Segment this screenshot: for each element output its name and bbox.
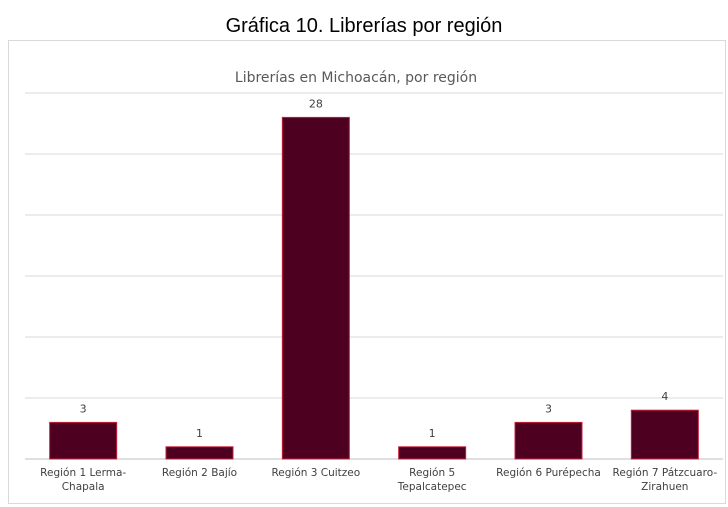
data-label: 3 <box>80 402 87 415</box>
chart-title: Librerías en Michoacán, por región <box>235 70 477 86</box>
page-title: Gráfica 10. Librerías por región <box>225 15 503 37</box>
data-label: 1 <box>429 427 436 440</box>
category-label-line: Región 5 <box>409 467 455 479</box>
chart-area: Librerías en Michoacán, por región 3 1 28 1… <box>8 40 726 504</box>
category-label-line: Región 7 Pátzcuaro- <box>613 467 718 479</box>
category-label-line: Región 2 Bajío <box>162 467 237 479</box>
category-label-line: Región 3 Cuitzeo <box>271 467 360 479</box>
bars <box>49 116 699 460</box>
category-label: Región 6 Purépecha <box>496 467 601 479</box>
bar <box>49 421 118 460</box>
category-label-line: Zirahuen <box>641 481 688 493</box>
category-label: Región 1 Lerma- Chapala <box>40 467 126 493</box>
data-label: 4 <box>661 390 668 403</box>
category-label-line: Región 1 Lerma- <box>40 467 126 479</box>
category-label: Región 3 Cuitzeo <box>271 467 360 479</box>
category-label: Región 7 Pátzcuaro- Zirahuen <box>613 467 718 493</box>
bar <box>630 409 699 460</box>
data-label: 1 <box>196 427 203 440</box>
category-label-line: Región 6 Purépecha <box>496 467 601 479</box>
gridlines <box>25 92 723 460</box>
bar <box>514 421 583 460</box>
bar <box>281 116 350 460</box>
category-labels: Región 1 Lerma- Chapala Región 2 Bajío Regi… <box>40 467 717 493</box>
data-label: 3 <box>545 402 552 415</box>
category-label: Región 5 Tepalcatepec <box>397 467 467 493</box>
category-label: Región 2 Bajío <box>162 467 237 479</box>
bar <box>165 446 234 460</box>
bar <box>398 446 467 460</box>
data-labels: 3 1 28 1 3 4 <box>80 97 669 439</box>
bar-chart: Librerías en Michoacán, por región 3 1 28 1… <box>25 70 723 493</box>
category-label-line: Tepalcatepec <box>397 481 467 493</box>
data-label: 28 <box>309 97 323 110</box>
category-label-line: Chapala <box>62 481 105 493</box>
